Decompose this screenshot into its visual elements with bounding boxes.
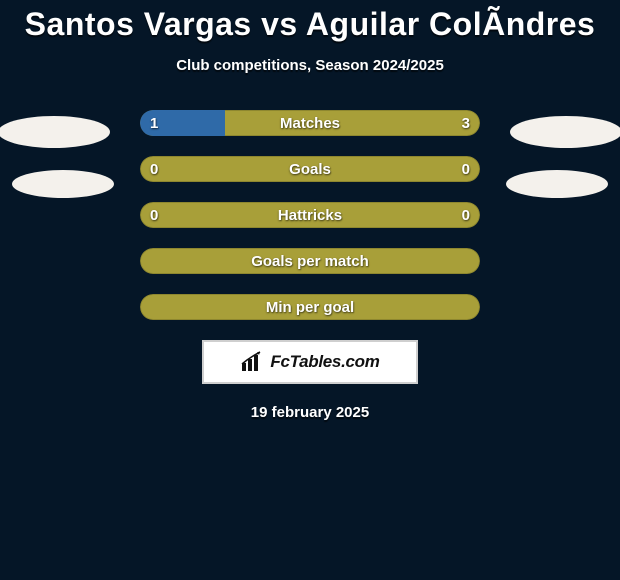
- site-badge: FcTables.com: [202, 340, 418, 384]
- stat-bar: Goals0 0: [140, 156, 480, 182]
- subtitle: Club competitions, Season 2024/2025: [0, 57, 620, 74]
- bar-right-value: 0: [462, 202, 470, 228]
- bar-label: Min per goal: [140, 294, 480, 320]
- bar-left-value: 1: [150, 110, 158, 136]
- bar-right-value: 0: [462, 156, 470, 182]
- date-label: 19 february 2025: [0, 404, 620, 421]
- bar-label: Goals per match: [140, 248, 480, 274]
- bar-left-value: 0: [150, 202, 158, 228]
- bar-label: Goals: [140, 156, 480, 182]
- stat-bar: Matches1 3: [140, 110, 480, 136]
- ellipse-marker: [12, 170, 114, 198]
- bar-right-value: 3: [462, 110, 470, 136]
- page-title: Santos Vargas vs Aguilar ColÃ­ndres: [0, 0, 620, 43]
- stat-bar: Hattricks0 0: [140, 202, 480, 228]
- right-team-markers: [502, 116, 620, 220]
- left-team-markers: [0, 116, 118, 220]
- stat-bar: Min per goal: [140, 294, 480, 320]
- bar-label: Hattricks: [140, 202, 480, 228]
- ellipse-marker: [0, 116, 110, 148]
- ellipse-marker: [510, 116, 620, 148]
- site-badge-text: FcTables.com: [270, 352, 379, 372]
- ellipse-marker: [506, 170, 608, 198]
- bar-chart-icon: [240, 351, 264, 373]
- bar-label: Matches: [140, 110, 480, 136]
- bar-left-value: 0: [150, 156, 158, 182]
- stat-bar: Goals per match: [140, 248, 480, 274]
- stat-bars: Matches13Goals00Hattricks00Goals per mat…: [140, 110, 480, 320]
